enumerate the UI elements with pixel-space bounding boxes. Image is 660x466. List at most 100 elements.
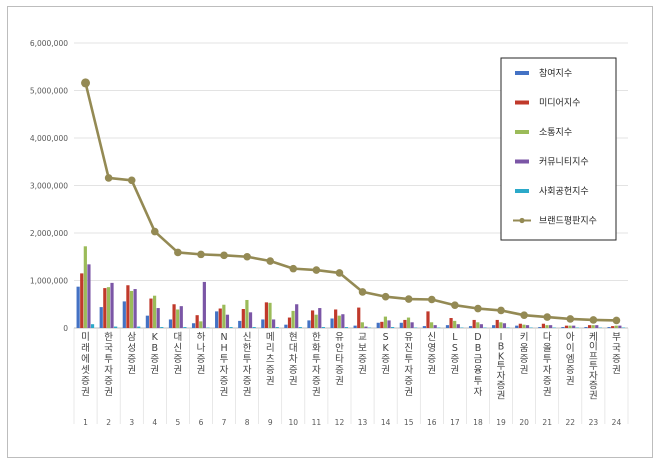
- bar-4: [410, 322, 414, 328]
- bar-3: [499, 322, 503, 328]
- brand-line-point: [312, 266, 321, 274]
- brand-line-point: [220, 251, 228, 260]
- x-index-label: 16: [427, 418, 437, 427]
- bar-4: [502, 323, 507, 328]
- brand-reputation-line: [81, 78, 621, 325]
- bar-1: [191, 323, 196, 328]
- bar-1: [492, 325, 496, 328]
- bar-2: [403, 319, 407, 328]
- legend-label: 브랜드평판지수: [539, 216, 597, 227]
- bar-1: [607, 327, 611, 328]
- brand-line-point: [174, 248, 182, 257]
- bar-5: [183, 327, 187, 328]
- bar-3: [522, 324, 526, 328]
- bar-5: [275, 327, 279, 328]
- brand-line-point: [566, 315, 575, 323]
- bar-5: [90, 324, 95, 328]
- brand-line-point: [243, 252, 251, 261]
- x-index-label: 13: [358, 418, 368, 427]
- y-tick-label: 3,000,000: [30, 182, 68, 191]
- bar-3: [106, 287, 111, 328]
- y-tick-label: 4,000,000: [30, 134, 68, 143]
- bar-1: [561, 327, 565, 328]
- legend-swatch: [515, 189, 529, 193]
- bar-4: [179, 306, 183, 328]
- bar-3: [429, 322, 434, 328]
- bar-4: [525, 325, 530, 328]
- bar-3: [176, 309, 180, 328]
- x-index-label: 10: [289, 418, 299, 427]
- bar-1: [307, 320, 311, 328]
- y-tick-label: 0: [63, 324, 68, 333]
- bar-2: [541, 323, 546, 328]
- bar-4: [479, 324, 483, 328]
- brand-line-point: [81, 78, 91, 88]
- x-index-label: 7: [222, 418, 227, 427]
- bar-3: [406, 317, 411, 328]
- brand-line-point: [127, 176, 136, 185]
- bar-4: [133, 289, 137, 328]
- y-tick-label: 5,000,000: [30, 87, 68, 96]
- bar-4: [341, 314, 345, 328]
- brand-line-point: [612, 316, 621, 325]
- bar-3: [383, 316, 388, 328]
- bar-2: [495, 319, 499, 328]
- brand-line-point: [335, 269, 344, 277]
- bar-2: [172, 304, 176, 328]
- bar-5: [252, 327, 256, 328]
- x-index-label: 19: [496, 418, 506, 427]
- x-index-label: 11: [312, 418, 322, 427]
- bar-2: [310, 310, 315, 328]
- brand-line-point: [381, 292, 390, 301]
- y-tick-label: 6,000,000: [30, 39, 68, 48]
- x-index-label: 23: [589, 418, 599, 427]
- bar-2: [195, 315, 199, 328]
- x-index-label: 22: [566, 418, 576, 427]
- legend-box: [500, 57, 617, 241]
- x-index-label: 14: [381, 418, 391, 427]
- bar-4: [225, 314, 230, 328]
- y-tick-label: 2,000,000: [30, 229, 68, 238]
- legend-swatch: [515, 100, 529, 105]
- bar-1: [584, 327, 588, 328]
- brand-line-path: [84, 82, 617, 322]
- bar-3: [291, 310, 295, 328]
- x-index-label: 6: [199, 418, 204, 427]
- bar-2: [357, 307, 361, 328]
- bar-1: [422, 326, 426, 328]
- legend-swatch-marker: [519, 217, 525, 224]
- bar-3: [83, 246, 87, 328]
- bar-4: [156, 308, 160, 328]
- x-index-label: 18: [473, 418, 483, 427]
- bar-1: [215, 311, 219, 329]
- legend-label: 미디어지수: [539, 98, 580, 109]
- bar-1: [284, 324, 288, 328]
- bar-4: [364, 326, 368, 328]
- bar-5: [391, 327, 395, 328]
- bar-2: [241, 309, 245, 328]
- bar-4: [595, 325, 599, 328]
- legend-label: 소통지수: [539, 127, 572, 138]
- bar-1: [168, 319, 173, 328]
- bar-4: [572, 325, 576, 329]
- bar-2: [80, 273, 84, 329]
- bar-2: [449, 318, 453, 328]
- legend-label: 참여지수: [539, 67, 572, 79]
- bar-2: [472, 319, 476, 328]
- x-index-label: 1: [83, 418, 88, 427]
- x-index-label: 24: [612, 418, 622, 427]
